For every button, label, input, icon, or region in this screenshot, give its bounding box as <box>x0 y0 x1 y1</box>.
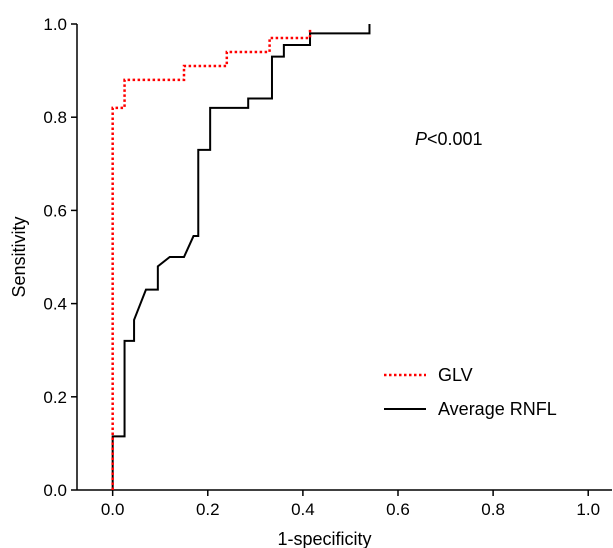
series <box>111 24 371 490</box>
x-tick-label: 0.2 <box>196 500 220 519</box>
y-tick-label: 1.0 <box>43 15 67 34</box>
series-line-average-rnfl <box>111 24 371 490</box>
axes <box>76 24 612 491</box>
x-tick-label: 1.0 <box>576 500 600 519</box>
x-tick-label: 0.4 <box>291 500 315 519</box>
p-value-annotation: P<0.001 <box>415 129 483 149</box>
y-tick-label: 0.4 <box>43 295 67 314</box>
legend-label-average-rnfl: Average RNFL <box>438 399 557 419</box>
legend-label-glv: GLV <box>438 365 473 385</box>
series-line-glv <box>111 28 312 490</box>
p-value-symbol: P <box>415 129 427 149</box>
y-tick-label: 0.8 <box>43 108 67 127</box>
y-tick-label: 0.2 <box>43 388 67 407</box>
p-value-text: <0.001 <box>427 129 483 149</box>
x-tick-label: 0.8 <box>481 500 505 519</box>
legend: GLV Average RNFL <box>384 365 557 419</box>
y-axis-title: Sensitivity <box>9 216 29 297</box>
x-tick-label: 0.6 <box>386 500 410 519</box>
ticks: 0.0 0.2 0.4 0.6 0.8 1.0 0.0 0.2 0.4 0.6 0.8 1.0 <box>43 15 600 519</box>
y-tick-label: 0.0 <box>43 481 67 500</box>
x-tick-label: 0.0 <box>101 500 125 519</box>
y-tick-label: 0.6 <box>43 201 67 220</box>
x-axis-title: 1-specificity <box>277 529 371 548</box>
